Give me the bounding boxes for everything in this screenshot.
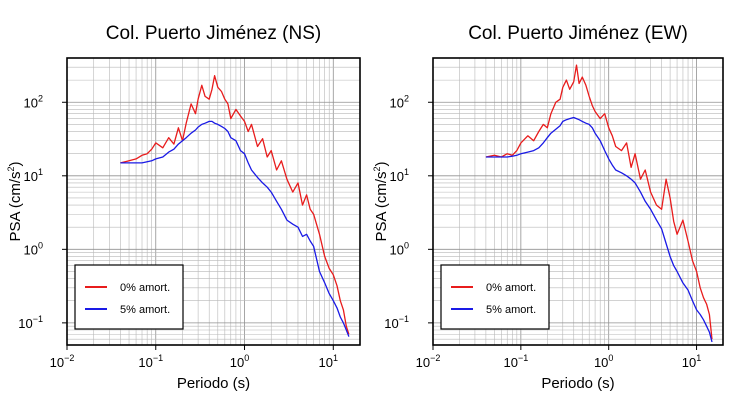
- x-tick-label: 101: [682, 353, 701, 370]
- x-tick-base: 10: [503, 355, 517, 370]
- x-tick-label: 10−2: [416, 353, 441, 370]
- y-tick-label: 100: [390, 240, 409, 257]
- series-line-blue: [485, 116, 713, 343]
- x-tick-exponent: 1: [696, 353, 701, 363]
- x-tick-base: 10: [50, 355, 64, 370]
- y-tick-base: 10: [384, 316, 398, 331]
- y-tick-base: 10: [18, 316, 32, 331]
- chart-panel-2: Col. Puerto Jiménez (EW)10−2 10−1 100 10110…: [372, 23, 724, 392]
- y-axis-label-main: PSA (cm/s: [373, 172, 390, 242]
- y-axis-label-close: ): [373, 161, 390, 166]
- y-tick-exponent: 0: [404, 240, 409, 250]
- x-tick-exponent: −2: [64, 353, 74, 363]
- x-tick-base: 10: [230, 355, 244, 370]
- y-axis-label: PSA (cm/s2): [6, 161, 24, 241]
- x-tick-label: 100: [230, 353, 249, 370]
- grid: [66, 57, 361, 346]
- legend-label: 5% amort.: [120, 304, 170, 316]
- y-axis-label: PSA (cm/s2): [372, 161, 390, 241]
- y-tick-base: 10: [24, 169, 38, 184]
- series-line-red: [485, 64, 713, 340]
- plot-frame: [66, 57, 361, 346]
- y-tick-base: 10: [390, 169, 404, 184]
- y-tick-label: 101: [390, 167, 409, 184]
- series-line-red: [120, 75, 350, 335]
- y-axis-label-main: PSA (cm/s: [7, 172, 24, 242]
- series-line-blue: [120, 120, 350, 337]
- x-tick-base: 10: [682, 355, 696, 370]
- y-tick-label: 101: [24, 167, 43, 184]
- y-tick-exponent: 1: [404, 167, 409, 177]
- y-tick-exponent: 0: [38, 240, 43, 250]
- legend: 0% amort. 5% amort.: [74, 264, 184, 330]
- x-tick-exponent: −2: [430, 353, 440, 363]
- x-axis-label: Periodo (s): [541, 375, 614, 392]
- x-tick-exponent: −1: [153, 353, 163, 363]
- y-tick-base: 10: [390, 242, 404, 257]
- legend: 0% amort. 5% amort.: [440, 264, 550, 330]
- y-tick-label: 100: [24, 240, 43, 257]
- x-tick-exponent: 0: [244, 353, 249, 363]
- x-tick-label: 10−1: [503, 353, 528, 370]
- legend-label: 0% amort.: [486, 282, 536, 294]
- y-axis-label-superscript: 2: [6, 166, 16, 171]
- x-tick-base: 10: [319, 355, 333, 370]
- y-tick-exponent: 2: [38, 93, 43, 103]
- x-tick-label: 10−2: [50, 353, 75, 370]
- y-tick-exponent: 1: [38, 167, 43, 177]
- y-tick-label: 102: [24, 93, 43, 110]
- y-tick-exponent: 2: [404, 93, 409, 103]
- x-axis-label: Periodo (s): [177, 375, 250, 392]
- x-tick-label: 101: [319, 353, 338, 370]
- y-axis-label-superscript: 2: [372, 166, 382, 171]
- y-tick-base: 10: [24, 95, 38, 110]
- plot-frame: [432, 57, 724, 346]
- x-tick-base: 10: [138, 355, 152, 370]
- y-tick-exponent: −1: [33, 314, 43, 324]
- x-tick-base: 10: [416, 355, 430, 370]
- legend-label: 0% amort.: [120, 282, 170, 294]
- legend-label: 5% amort.: [486, 304, 536, 316]
- x-tick-base: 10: [594, 355, 608, 370]
- x-tick-exponent: 0: [608, 353, 613, 363]
- x-tick-exponent: 1: [333, 353, 338, 363]
- y-tick-label: 10−1: [18, 314, 43, 331]
- chart-panel-1: Col. Puerto Jiménez (NS)10−2 10−1 100 10110…: [6, 23, 361, 392]
- y-tick-exponent: −1: [399, 314, 409, 324]
- legend-box: [440, 264, 550, 330]
- x-tick-exponent: −1: [518, 353, 528, 363]
- chart-title: Col. Puerto Jiménez (EW): [468, 23, 688, 44]
- x-tick-label: 10−1: [138, 353, 163, 370]
- y-tick-base: 10: [24, 242, 38, 257]
- x-tick-label: 100: [594, 353, 613, 370]
- series-group: [485, 64, 713, 343]
- legend-box: [74, 264, 184, 330]
- y-tick-base: 10: [390, 95, 404, 110]
- series-group: [120, 75, 350, 337]
- chart-title: Col. Puerto Jiménez (NS): [106, 23, 321, 44]
- y-axis-label-close: ): [7, 161, 24, 166]
- y-tick-label: 10−1: [384, 314, 409, 331]
- y-tick-label: 102: [390, 93, 409, 110]
